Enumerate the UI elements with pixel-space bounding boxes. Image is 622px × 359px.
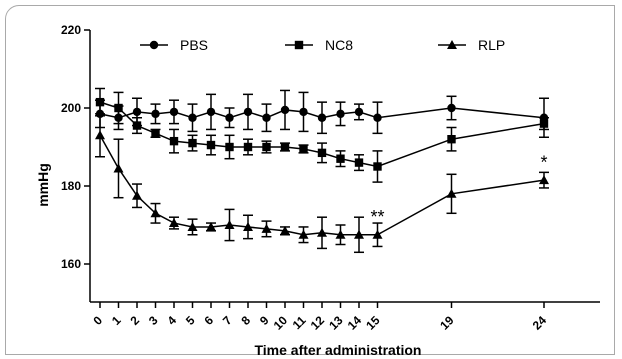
data-point-nc8 (243, 142, 253, 152)
data-point-nc8 (447, 135, 456, 144)
data-point-pbs (262, 113, 271, 122)
data-point-pbs (280, 105, 290, 115)
data-point-pbs (169, 107, 179, 117)
data-point-rlp (539, 175, 549, 185)
x-tick-label: 24 (530, 313, 550, 333)
x-tick-label: 6 (201, 313, 216, 328)
series-nc8 (95, 87, 549, 183)
x-axis-label: Time after administration (254, 342, 421, 358)
data-point-nc8 (539, 119, 549, 128)
significance-marker: * (540, 153, 547, 173)
data-point-nc8 (354, 158, 364, 167)
x-tick-label: 0 (90, 313, 105, 328)
data-point-pbs (373, 113, 382, 122)
x-tick-label: 11 (290, 313, 309, 332)
legend-marker-rlp (447, 40, 457, 49)
data-point-rlp (317, 227, 327, 237)
data-point-nc8 (262, 142, 271, 152)
data-point-rlp (113, 163, 124, 173)
data-point-pbs (299, 107, 308, 117)
x-tick-label: 5 (183, 313, 198, 328)
x-tick-label: 19 (437, 313, 457, 333)
data-point-nc8 (95, 97, 105, 107)
figure-frame (5, 5, 615, 355)
legend-item-pbs: PBS (140, 37, 208, 53)
data-point-rlp (354, 229, 364, 239)
x-tick-label: 4 (164, 313, 179, 328)
data-point-nc8 (373, 162, 382, 171)
data-point-pbs (132, 107, 142, 117)
data-point-rlp (206, 221, 216, 231)
data-point-pbs (225, 113, 234, 122)
legend-item-rlp: RLP (438, 37, 505, 53)
legend-label-nc8: NC8 (325, 37, 353, 53)
data-point-nc8 (188, 138, 197, 148)
x-tick-label: 13 (326, 313, 346, 333)
data-point-nc8 (225, 142, 234, 152)
data-point-pbs (243, 107, 253, 117)
x-tick-label: 1 (109, 313, 124, 328)
y-tick-label: 180 (61, 179, 81, 193)
data-point-rlp (95, 130, 105, 140)
legend-label-rlp: RLP (478, 37, 505, 53)
data-point-nc8 (169, 136, 179, 146)
data-point-nc8 (299, 144, 308, 154)
data-point-nc8 (317, 148, 327, 158)
annotations: *** (370, 153, 547, 228)
data-point-rlp (372, 229, 383, 239)
y-tick-label: 220 (61, 23, 81, 37)
x-tick-label: 12 (308, 313, 328, 333)
x-tick-label: 10 (271, 313, 291, 333)
x-tick-label: 2 (127, 313, 142, 328)
data-point-rlp (261, 223, 272, 233)
x-tick-label: 15 (363, 313, 383, 333)
series-line-rlp (99, 134, 545, 236)
legend-item-nc8: NC8 (285, 37, 353, 53)
data-point-rlp (446, 188, 457, 198)
data-point-rlp (280, 225, 290, 235)
data-point-nc8 (132, 121, 142, 130)
data-point-nc8 (280, 142, 290, 152)
data-point-rlp (335, 229, 346, 239)
data-point-rlp (298, 229, 309, 239)
data-point-nc8 (151, 129, 160, 138)
data-point-pbs (317, 113, 327, 122)
data-point-rlp (169, 218, 179, 228)
data-point-pbs (206, 107, 216, 117)
x-tick-label: 8 (238, 313, 253, 328)
y-tick-label: 160 (61, 257, 81, 271)
x-tick-label: 14 (345, 313, 365, 333)
data-point-rlp (150, 208, 161, 218)
data-point-nc8 (336, 154, 345, 163)
data-point-pbs (151, 109, 160, 119)
data-point-nc8 (114, 103, 123, 113)
data-point-pbs (354, 107, 364, 117)
series-layer (95, 87, 549, 254)
x-tick-label: 9 (257, 313, 272, 328)
x-tick-label: 7 (220, 313, 235, 328)
legend: PBS NC8 RLP (140, 37, 505, 53)
data-point-pbs (447, 103, 456, 113)
data-point-pbs (336, 109, 345, 119)
x-tick-label: 3 (146, 313, 161, 328)
data-point-nc8 (206, 140, 216, 150)
data-point-rlp (187, 221, 198, 231)
y-tick-label: 200 (61, 101, 81, 115)
data-point-rlp (132, 190, 142, 200)
data-point-pbs (188, 113, 197, 122)
y-axis-label: mmHg (35, 163, 51, 207)
series-pbs (95, 89, 549, 138)
data-point-rlp (243, 221, 253, 231)
legend-marker-pbs (149, 40, 159, 50)
legend-label-pbs: PBS (180, 37, 208, 53)
legend-marker-nc8 (294, 40, 304, 50)
data-point-rlp (224, 220, 235, 229)
series-rlp (95, 113, 549, 254)
significance-marker: ** (370, 207, 384, 227)
